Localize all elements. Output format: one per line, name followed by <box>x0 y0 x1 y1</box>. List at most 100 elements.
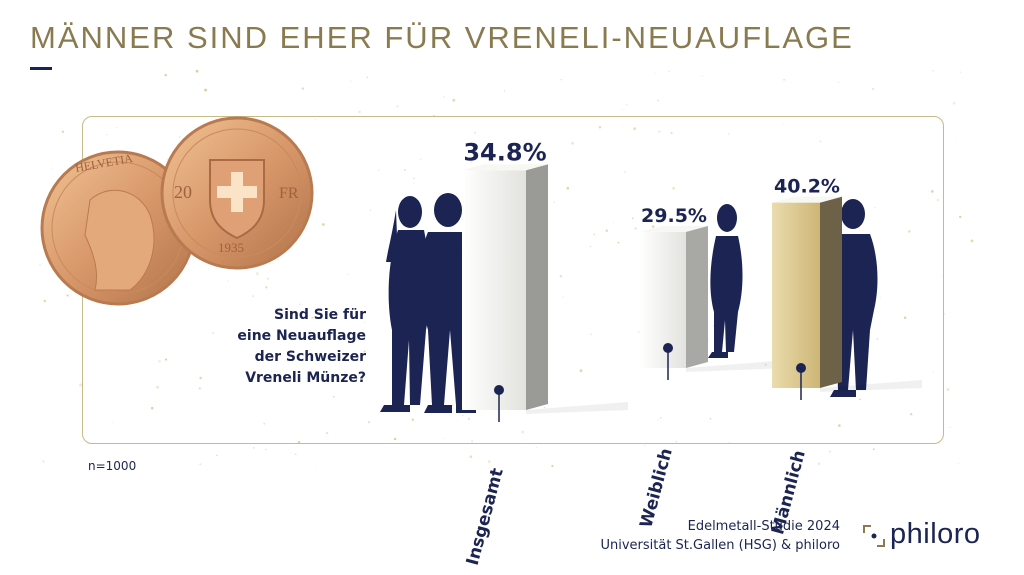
bar-shadow <box>820 380 922 392</box>
dust-particle <box>198 387 201 390</box>
dust-particle <box>644 445 646 447</box>
coin-unit-text: FR <box>279 185 299 202</box>
woman-silhouette-icon <box>380 196 430 412</box>
survey-question: Sind Sie für eine Neuauflage der Schweiz… <box>190 305 366 389</box>
dust-particle <box>311 316 314 319</box>
dust-particle <box>783 78 786 81</box>
credit-line: Edelmetall-Studie 2024 <box>687 519 840 534</box>
dust-particle <box>579 369 583 373</box>
dust-particle <box>670 132 673 135</box>
dust-particle <box>876 338 879 340</box>
dust-particle <box>553 201 555 203</box>
dust-particle <box>150 406 154 410</box>
dust-particle <box>366 76 368 78</box>
dust-particle <box>672 187 675 190</box>
dust-particle <box>955 140 957 142</box>
dust-particle <box>819 140 822 143</box>
dust-particle <box>638 331 640 333</box>
brand-name: philoro <box>890 518 981 550</box>
labels-group: 34.8% 29.5% 40.2% <box>463 138 840 227</box>
dust-particle <box>299 303 301 305</box>
dust-particle <box>598 126 602 129</box>
dust-particle <box>675 441 677 443</box>
dust-particle <box>631 217 634 219</box>
dust-particle <box>590 333 593 336</box>
dust-particle <box>474 131 476 134</box>
dust-particle <box>396 105 399 108</box>
dust-particle <box>543 406 546 409</box>
dust-particle <box>263 422 266 425</box>
dust-particle <box>959 215 962 219</box>
dust-particle <box>404 169 406 171</box>
dust-particle <box>467 417 470 420</box>
dust-particle <box>272 262 274 264</box>
dust-particle <box>605 229 609 232</box>
value-label: 29.5% <box>641 205 707 227</box>
dust-particle <box>487 460 491 464</box>
credit-line: Universität St.Gallen (HSG) & philoro <box>600 538 840 553</box>
question-line: Sind Sie für <box>274 307 366 323</box>
dust-particle <box>764 363 767 366</box>
dust-particle <box>932 69 934 72</box>
dust-particle <box>363 350 366 353</box>
dust-particle <box>560 78 563 81</box>
dust-particle <box>443 437 445 439</box>
dust-particle <box>316 468 318 470</box>
dust-particle <box>946 388 950 391</box>
dust-particle <box>42 460 45 463</box>
dust-particle <box>634 227 637 230</box>
dust-particle <box>668 70 670 72</box>
dust-particle <box>624 170 626 173</box>
dust-particle <box>443 96 445 98</box>
dust-particle <box>452 98 456 102</box>
dust-particle <box>654 72 656 74</box>
dust-particle <box>290 452 292 454</box>
dust-particle <box>419 158 422 161</box>
dust-particle <box>859 398 861 401</box>
dust-particle <box>562 296 564 298</box>
dust-particle <box>874 207 876 209</box>
dust-particle <box>267 277 270 280</box>
dust-particle <box>358 110 361 114</box>
dust-particle <box>829 450 831 453</box>
dust-particle <box>198 84 200 86</box>
dust-particle <box>701 75 703 77</box>
dust-particle <box>332 395 335 398</box>
bar-side <box>820 196 842 388</box>
dust-particle <box>227 280 229 282</box>
coin-value-text: 20 <box>174 182 192 202</box>
dust-particle <box>413 177 416 180</box>
dust-particle <box>39 264 41 266</box>
dust-particle <box>559 274 563 278</box>
title-underline <box>30 67 52 70</box>
coin-year-text: 1935 <box>218 240 244 255</box>
dust-particle <box>551 464 554 468</box>
dust-particle <box>252 447 255 449</box>
dust-particle <box>943 312 945 315</box>
dust-particle <box>116 126 118 129</box>
bars-group <box>462 164 922 414</box>
dust-particle <box>470 161 473 163</box>
bar-shadow <box>686 360 788 372</box>
dust-particle <box>782 124 784 126</box>
dust-particle <box>156 385 159 389</box>
dust-particle <box>43 299 47 303</box>
dust-particle <box>529 158 531 160</box>
dust-particle <box>952 101 956 105</box>
bar-top <box>462 164 548 171</box>
dust-particle <box>651 225 655 228</box>
dust-particle <box>720 197 722 199</box>
dust-particle <box>199 376 202 380</box>
dust-particle <box>657 99 659 102</box>
dust-particle <box>617 241 620 244</box>
question-line: Vreneli Münze? <box>245 370 366 386</box>
dust-particle <box>322 223 325 226</box>
dust-particle <box>265 448 267 451</box>
category-label: Insgesamt <box>463 466 508 567</box>
dust-particle <box>252 295 255 298</box>
dust-particle <box>941 275 943 277</box>
dust-particle <box>777 180 780 183</box>
dust-particle <box>959 71 961 73</box>
dust-particle <box>451 404 454 407</box>
dust-particle <box>949 426 951 429</box>
